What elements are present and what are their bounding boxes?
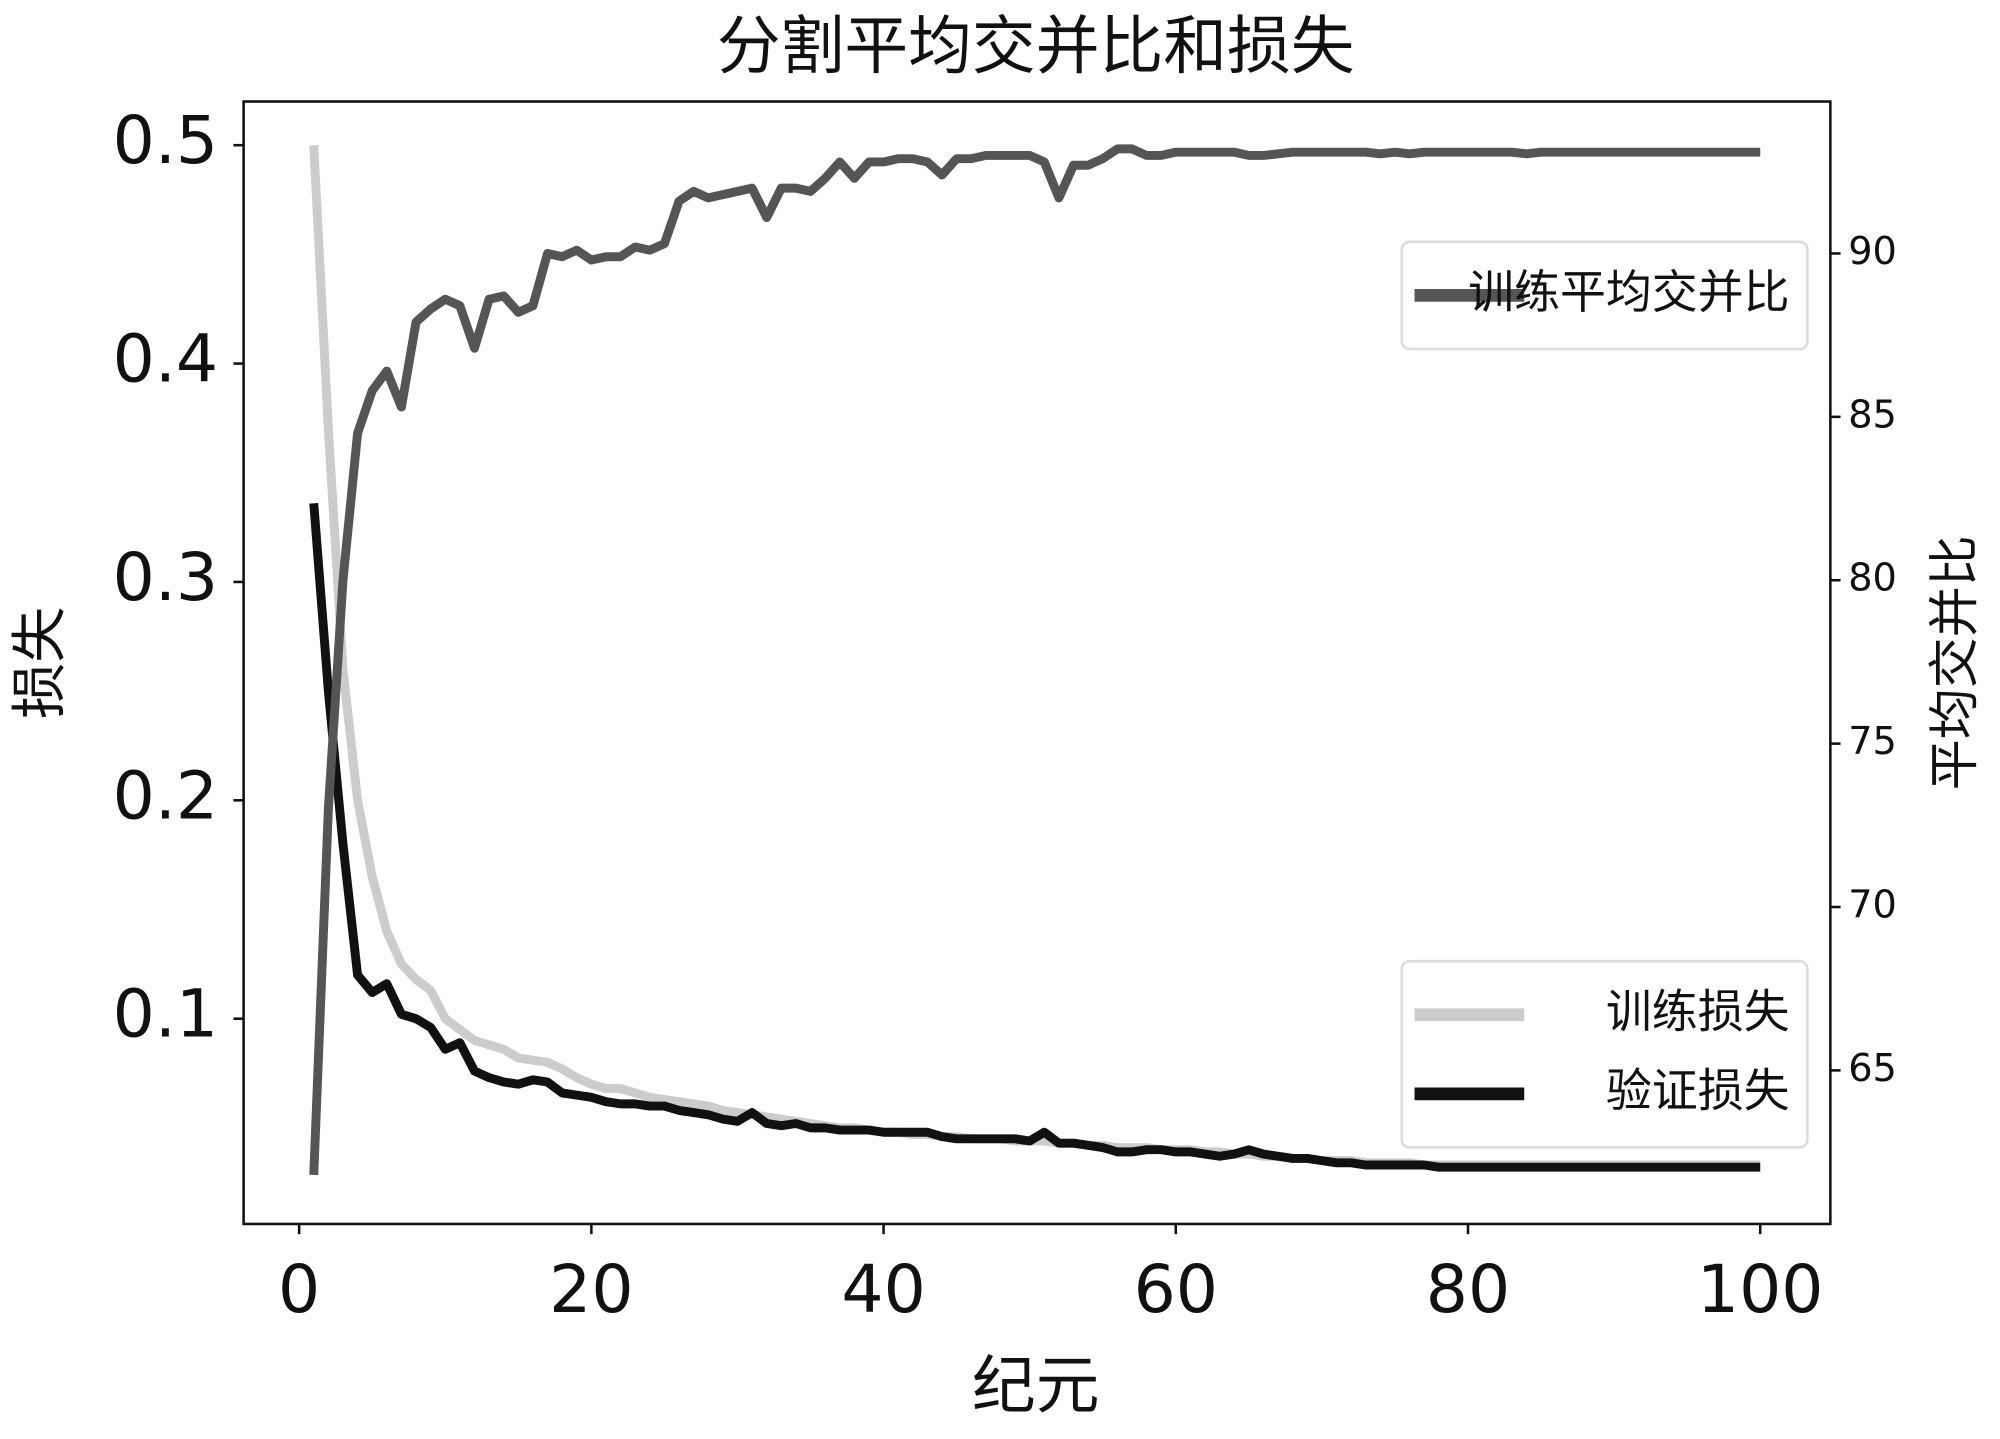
plot-frame [242, 100, 1832, 1226]
x-axis-label: 纪元 [972, 1349, 1100, 1423]
y2-tick-label: 80 [1848, 556, 1897, 601]
x-tick-label: 20 [549, 1250, 633, 1328]
legend-box [1400, 959, 1809, 1149]
y-tick-label: 0.2 [113, 756, 218, 834]
legend-label: 训练平均交并比 [1468, 265, 1789, 319]
y-tick-label: 0.1 [113, 975, 218, 1053]
y-tick-label: 0.3 [113, 538, 218, 616]
line-series [309, 502, 1761, 1172]
y2-tick-label: 65 [1848, 1046, 1897, 1091]
x-tick-label: 80 [1426, 1250, 1510, 1328]
legend-y2: 训练平均交并比 [1400, 240, 1809, 351]
y2-tick-label: 85 [1848, 392, 1897, 437]
legend-label: 验证损失 [1606, 1063, 1790, 1117]
y-axis-label: 损失 [8, 607, 73, 719]
x-tick-label: 100 [1697, 1250, 1824, 1328]
y2-axis-label: 平均交并比 [1926, 535, 1985, 790]
legend-box [1400, 240, 1809, 351]
legend-label: 训练损失 [1606, 984, 1790, 1038]
x-tick-label: 0 [278, 1250, 320, 1328]
x-tick-label: 40 [841, 1250, 925, 1328]
line-series [309, 144, 1761, 1176]
chart-title: 分割平均交并比和损失 [717, 10, 1355, 84]
y2-tick-label: 75 [1848, 719, 1897, 764]
y2-tick-label: 90 [1848, 229, 1897, 274]
y-tick-label: 0.5 [113, 101, 218, 179]
x-tick-label: 60 [1134, 1250, 1218, 1328]
y-tick-label: 0.4 [113, 320, 218, 398]
y2-tick-label: 70 [1848, 882, 1897, 927]
